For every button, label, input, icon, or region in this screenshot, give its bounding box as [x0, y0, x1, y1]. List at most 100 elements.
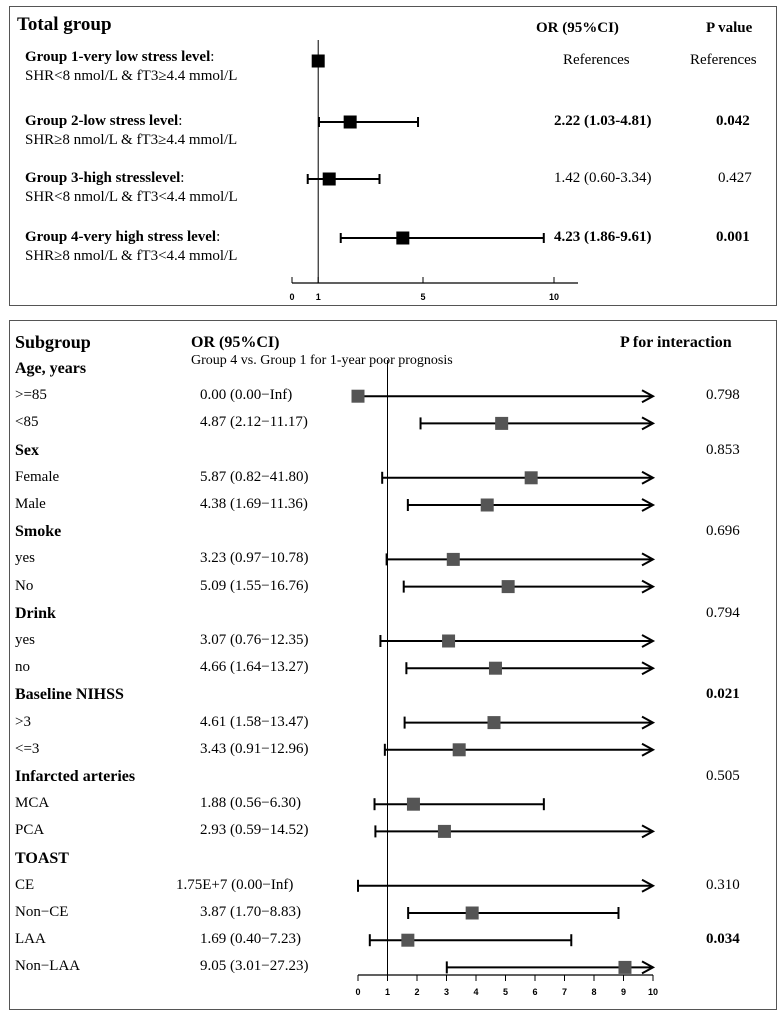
- or-marker: [351, 389, 365, 403]
- group-label: Group 4-very high stress level:: [25, 230, 220, 245]
- group-name: Group 2-low stress level: [25, 113, 179, 129]
- p-interaction-value: 0.798: [706, 387, 740, 404]
- p-interaction-value: 0.696: [706, 523, 740, 540]
- subgroup-or-ci: 1.88 (0.56−6.30): [200, 795, 301, 812]
- x-tick-label: 10: [648, 987, 658, 997]
- subgroup-label: <=3: [15, 740, 40, 757]
- subgroup-or-ci: 5.87 (0.82−41.80): [200, 468, 309, 485]
- p-interaction-value: 0.310: [706, 876, 740, 893]
- or-marker: [401, 933, 415, 947]
- ci-arrow: [641, 552, 656, 567]
- x-tick-label: 10: [549, 292, 559, 302]
- ci-arrow: [641, 470, 656, 485]
- or-marker: [452, 743, 466, 757]
- x-tick-label: 3: [444, 987, 449, 997]
- subgroup-or-ci: 4.38 (1.69−11.36): [200, 496, 308, 512]
- group-colon: :: [216, 229, 221, 245]
- or-marker: [501, 580, 515, 594]
- subgroup-header: Smoke: [15, 523, 62, 541]
- x-tick-label: 6: [532, 987, 537, 997]
- group-label: Group 2-low stress level:: [25, 114, 182, 129]
- total-group-title: Total group: [17, 14, 112, 35]
- or-marker: [442, 634, 456, 648]
- subgroup-label: yes: [15, 550, 35, 567]
- subgroup-or-ci: 9.05 (3.01−27.23): [200, 958, 309, 975]
- subgroup-or-ci: 4.87 (2.12−11.17): [200, 414, 308, 431]
- subgroup-header: Drink: [15, 604, 56, 622]
- p-interaction-value: 0.034: [706, 931, 740, 948]
- or-marker: [487, 716, 501, 730]
- or-marker: [396, 231, 410, 245]
- or-marker: [618, 960, 632, 974]
- group-name: Group 4-very high stress level: [25, 229, 217, 245]
- or-marker: [480, 498, 494, 512]
- subgroup-or-ci: 1.75E+7 (0.00−Inf): [176, 876, 294, 893]
- or-marker: [446, 552, 460, 566]
- ci-arrow: [641, 579, 656, 594]
- p-value: References: [690, 52, 757, 68]
- subgroup-or-ci: 5.09 (1.55−16.76): [200, 577, 309, 594]
- group-name: Group 1-very low stress level: [25, 49, 211, 65]
- subgroup-label: Female: [15, 468, 60, 485]
- subgroup-or-ci: 4.66 (1.64−13.27): [200, 659, 309, 676]
- p-value-header: P value: [706, 20, 753, 36]
- subgroup-or-ci: 3.07 (0.76−12.35): [200, 632, 309, 648]
- total-group-forest-plot: 0 1 5 10: [289, 40, 578, 302]
- p-value: 0.042: [716, 113, 750, 129]
- group-colon: :: [180, 170, 185, 186]
- or-ci-header: OR (95%CI): [536, 20, 619, 36]
- or-marker: [322, 172, 336, 186]
- ci-arrow: [641, 661, 656, 676]
- group-colon: :: [210, 49, 215, 65]
- subgroup-or-ci: 3.87 (1.70−8.83): [200, 904, 301, 920]
- subgroup-or-ci: 3.43 (0.91−12.96): [200, 740, 309, 757]
- subgroup-label: <85: [15, 414, 39, 431]
- subgroup-header: TOAST: [15, 849, 69, 867]
- ci-arrow: [641, 715, 656, 730]
- subgroup-title: Subgroup: [15, 332, 91, 352]
- ci-arrow: [641, 878, 656, 893]
- or-marker: [495, 416, 509, 430]
- subgroup-label: Non−LAA: [15, 958, 81, 975]
- subgroup-or-ci: 4.61 (1.58−13.47): [200, 713, 309, 730]
- subgroup-label: MCA: [15, 795, 50, 812]
- x-tick-label: 1: [316, 292, 321, 302]
- group-label: Group 1-very low stress level:: [25, 50, 214, 65]
- x-tick-label: 0: [289, 292, 294, 302]
- x-tick-label: 5: [420, 292, 425, 302]
- subgroup-label: Non−CE: [15, 904, 69, 920]
- p-interaction-header: P for interaction: [620, 334, 732, 351]
- group-criteria: SHR≥8 nmol/L & fT3≥4.4 mmol/L: [25, 132, 238, 148]
- subgroup-label: yes: [15, 632, 35, 648]
- x-tick-label: 4: [473, 987, 478, 997]
- or-ci-value: 4.23 (1.86-9.61): [554, 229, 652, 245]
- subgroup-label: CE: [15, 876, 35, 893]
- ci-arrow: [641, 416, 656, 431]
- subgroup-or-header: OR (95%CI): [191, 334, 280, 351]
- or-marker: [524, 471, 538, 485]
- group-label: Group 3-high stresslevel:: [25, 171, 184, 186]
- or-ci-value: 2.22 (1.03-4.81): [554, 113, 652, 129]
- x-tick-label: 8: [591, 987, 596, 997]
- or-marker: [488, 661, 502, 675]
- or-marker: [437, 824, 451, 838]
- p-interaction-value: 0.853: [706, 441, 740, 458]
- subgroup-or-ci: 3.23 (0.97−10.78): [200, 550, 309, 567]
- x-tick-label: 1: [385, 987, 390, 997]
- x-tick-label: 0: [355, 987, 360, 997]
- group-name: Group 3-high stresslevel: [25, 170, 181, 186]
- x-tick-label: 2: [414, 987, 419, 997]
- subgroup-label: >3: [15, 713, 31, 730]
- p-value: 0.001: [716, 229, 750, 245]
- subgroup-or-ci: 2.93 (0.59−14.52): [200, 822, 309, 839]
- or-marker: [406, 797, 420, 811]
- ci-arrow: [641, 742, 656, 757]
- subgroup-or-ci: 1.69 (0.40−7.23): [200, 931, 301, 948]
- subgroup-label: LAA: [15, 931, 46, 948]
- subgroup-label: Male: [15, 496, 46, 512]
- ci-arrow: [641, 960, 656, 975]
- p-interaction-value: 0.021: [706, 686, 740, 703]
- p-interaction-value: 0.794: [706, 604, 740, 621]
- ci-arrow: [641, 634, 656, 648]
